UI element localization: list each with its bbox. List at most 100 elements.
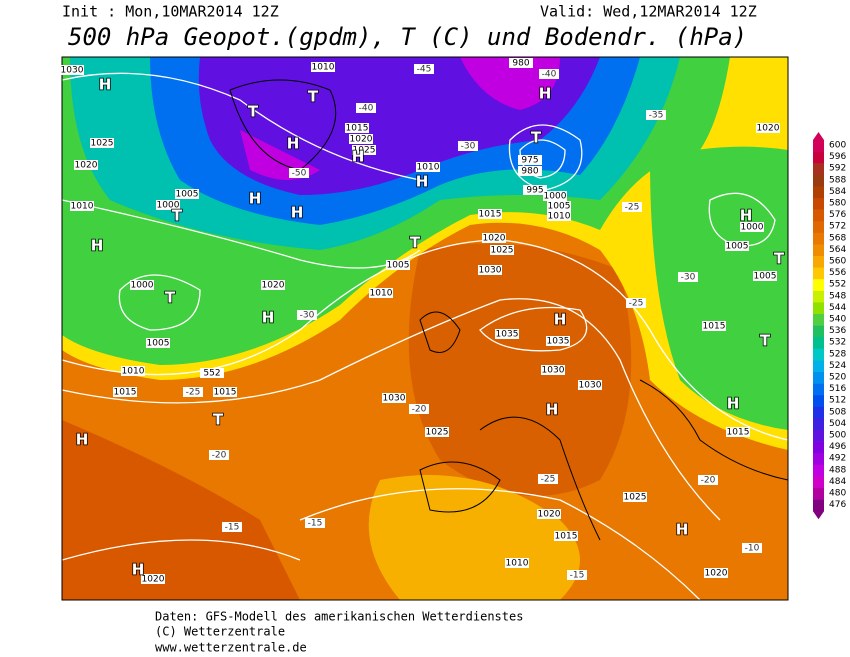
isobar-label-bg <box>505 558 529 568</box>
legend-swatch <box>813 267 824 280</box>
coastlines <box>229 79 788 541</box>
legend-swatch <box>813 302 824 315</box>
cold-core <box>460 57 560 110</box>
legend-swatch <box>813 174 824 187</box>
pressure-center: H <box>352 148 365 166</box>
legend-swatch <box>813 314 824 326</box>
pressure-center: H <box>91 237 104 255</box>
isobar-label-bg <box>156 200 180 210</box>
legend-label: 564 <box>829 245 846 255</box>
pressure-center: H <box>287 135 300 153</box>
legend: 6005965925885845805765725685645605565525… <box>813 132 846 520</box>
isobar-label: 980 <box>521 167 538 177</box>
isobar-label: 1010 <box>417 163 440 173</box>
isobar-label-bg <box>311 62 335 72</box>
temperature-label-bg <box>678 272 698 282</box>
temperature-label: -15 <box>570 571 585 581</box>
isobar-label-bg <box>425 427 449 437</box>
map <box>62 57 788 600</box>
temperature-label-bg <box>409 404 429 414</box>
pressure-center: T <box>308 88 319 106</box>
pressure-center: H <box>676 521 689 539</box>
legend-swatch <box>813 163 824 176</box>
temperature-label-bg <box>209 450 229 460</box>
isobar-label-bg <box>482 233 506 243</box>
isobar-label-bg <box>200 368 224 378</box>
isobar-label-bg <box>74 160 98 170</box>
footer-line: Daten: GFS-Modell des amerikanischen Wet… <box>155 610 523 624</box>
map-title: 500 hPa Geopot.(gpdm), T (C) und Bodendr… <box>68 23 747 51</box>
isobar-label: 1025 <box>353 146 376 156</box>
pressure-center: H <box>539 85 552 103</box>
yellow-area <box>368 475 580 600</box>
legend-label: 588 <box>829 175 846 185</box>
pressure-center: T <box>248 103 259 121</box>
green-area <box>650 146 788 430</box>
isobar-label-bg <box>369 288 393 298</box>
legend-swatch <box>813 418 824 431</box>
temperature-label: -20 <box>412 405 427 415</box>
temperature-label: -40 <box>542 70 557 80</box>
temperature-label-bg <box>289 168 309 178</box>
temperature-label: -30 <box>461 142 476 152</box>
isobar-label: 1020 <box>757 124 780 134</box>
legend-swatch <box>813 325 824 338</box>
isobar-label: 1015 <box>727 428 750 438</box>
pressure-center: H <box>740 207 753 225</box>
isobar-label-bg <box>509 58 533 68</box>
warm-area <box>408 243 632 496</box>
isobar-label-bg <box>213 387 237 397</box>
isobar-label: 1025 <box>491 246 514 256</box>
temperature-label-bg <box>539 69 559 79</box>
temperature-label: -15 <box>308 519 323 529</box>
isobar-label: 1030 <box>542 366 565 376</box>
map-labels: 1030102510201010100510001000100510101015… <box>60 58 786 585</box>
legend-label: 536 <box>829 326 846 336</box>
isobar-label-bg <box>537 509 561 519</box>
legend-label: 600 <box>829 141 846 151</box>
temperature-label: -10 <box>745 544 760 554</box>
legend-label: 508 <box>829 407 846 417</box>
legend-swatch <box>813 186 824 199</box>
temperature-label: -25 <box>541 475 556 485</box>
pressure-center: T <box>410 234 421 252</box>
isobar-label: 1035 <box>496 330 519 340</box>
temperature-label: -35 <box>649 111 664 121</box>
pressure-center: H <box>249 190 262 208</box>
legend-swatch <box>813 453 824 466</box>
temperature-label-bg <box>698 475 718 485</box>
isobar-label: 1005 <box>147 339 170 349</box>
pressure-center: T <box>165 289 176 307</box>
legend-label: 492 <box>829 454 846 464</box>
isobar-label: 1005 <box>548 202 571 212</box>
legend-swatch <box>813 348 824 361</box>
isobar-label: 1000 <box>157 201 180 211</box>
legend-swatch <box>813 221 824 234</box>
legend-swatch <box>813 209 824 222</box>
isobar-label: 1015 <box>346 124 369 134</box>
legend-label: 496 <box>829 442 846 452</box>
isobar-label: 1025 <box>624 493 647 503</box>
temperature-label-bg <box>183 387 203 397</box>
legend-end <box>813 132 824 140</box>
isobar-label-bg <box>726 427 750 437</box>
legend-swatch <box>813 395 824 408</box>
isobar-label-bg <box>704 568 728 578</box>
isobar-label-bg <box>60 65 84 75</box>
isobar-label-bg <box>90 138 114 148</box>
isobar-label-bg <box>523 185 547 195</box>
isobar-label-bg <box>546 336 570 346</box>
isobar-label: 1020 <box>483 234 506 244</box>
isobar-label: 1015 <box>214 388 237 398</box>
legend-label: 500 <box>829 431 846 441</box>
legend-label: 576 <box>829 210 846 220</box>
isobar-label-bg <box>478 265 502 275</box>
isobar-label-bg <box>146 338 170 348</box>
isobar-label-bg <box>541 365 565 375</box>
legend-swatch <box>813 441 824 454</box>
warm-area <box>62 420 300 600</box>
legend-label: 484 <box>829 477 846 487</box>
legend-end <box>813 511 824 520</box>
temperature-label-bg <box>622 202 642 212</box>
